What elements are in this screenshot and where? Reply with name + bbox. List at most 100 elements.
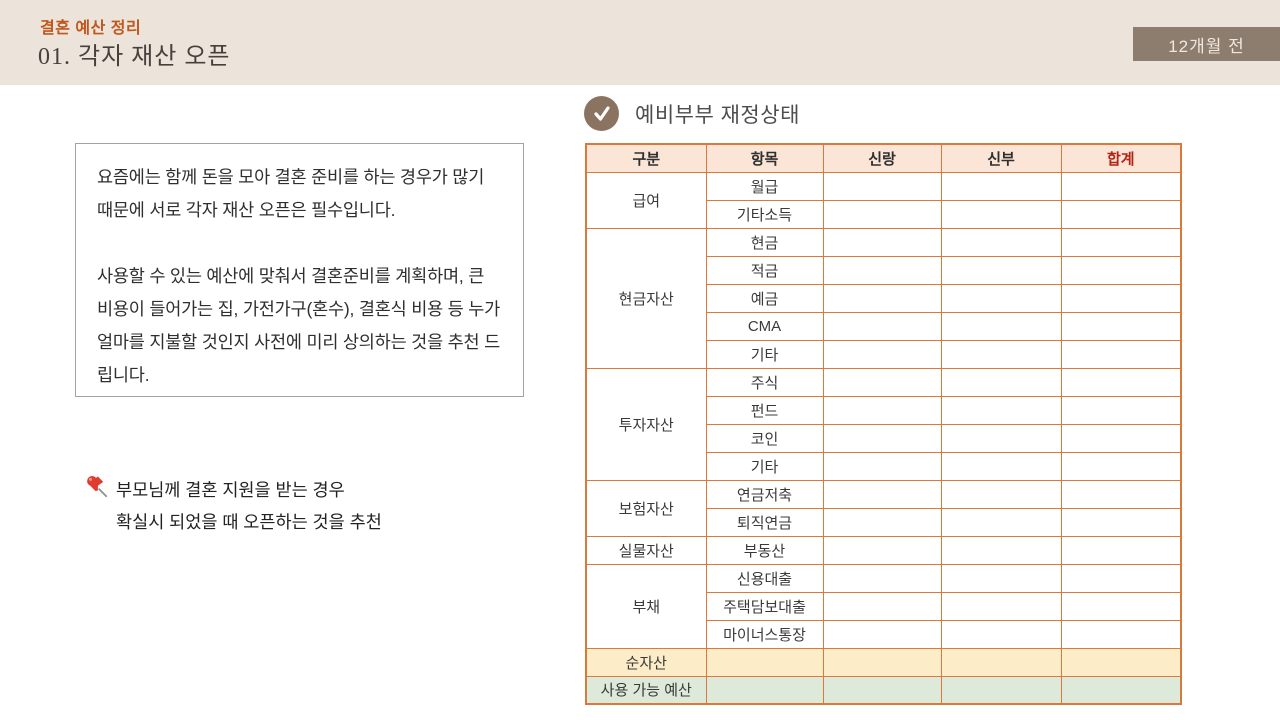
bride-value-cell: [940, 255, 1062, 285]
bride-value-cell: [940, 311, 1062, 341]
total-value-cell: [1060, 591, 1182, 621]
bride-value-cell: [940, 591, 1062, 621]
groom-value-cell: [822, 591, 942, 621]
summary-label-cell: 순자산: [585, 647, 707, 677]
table-row: 실물자산 부동산: [585, 535, 1182, 565]
table-row: 현금자산 현금: [585, 227, 1182, 369]
timeline-badge: 12개월 전: [1133, 27, 1280, 61]
item-cell: 기타소득: [705, 199, 824, 229]
total-value-cell: [1060, 647, 1182, 677]
groom-value-cell: [822, 423, 942, 453]
table-row: 부채 신용대출: [585, 563, 1182, 649]
column-header: 구분: [585, 143, 707, 173]
groom-value-cell: [822, 675, 942, 705]
top-header-strip: [0, 0, 1280, 85]
item-cell: 기타: [705, 451, 824, 481]
bride-value-cell: [940, 395, 1062, 425]
total-value-cell: [1060, 255, 1182, 285]
table-header-row: 구분 항목 신랑 신부 합계: [585, 143, 1182, 173]
total-value-cell: [1060, 367, 1182, 397]
summary-row: 사용 가능 예산: [585, 675, 1182, 705]
groom-value-cell: [822, 255, 942, 285]
bride-value-cell: [940, 675, 1062, 705]
total-value-cell: [1060, 423, 1182, 453]
bride-value-cell: [940, 423, 1062, 453]
total-value-cell: [1060, 171, 1182, 201]
groom-value-cell: [822, 451, 942, 481]
item-cell: 적금: [705, 255, 824, 285]
table-head: 구분 항목 신랑 신부 합계: [585, 143, 1182, 173]
table-row: 예금: [586, 283, 1182, 313]
group-cell: 부채: [585, 563, 707, 649]
bride-value-cell: [940, 647, 1062, 677]
table-row: 급여 월급: [585, 171, 1182, 229]
bride-value-cell: [940, 507, 1062, 537]
total-value-cell: [1060, 311, 1182, 341]
item-cell: 펀드: [705, 395, 824, 425]
bride-value-cell: [940, 451, 1062, 481]
check-icon: [584, 96, 619, 131]
column-header: 신부: [940, 143, 1062, 173]
section-title: 예비부부 재정상태: [635, 103, 800, 127]
groom-value-cell: [822, 367, 942, 397]
groom-value-cell: [822, 171, 942, 201]
bride-value-cell: [940, 535, 1062, 565]
groom-value-cell: [822, 479, 942, 509]
item-cell: 신용대출: [705, 563, 824, 593]
table-row: 마이너스통장: [586, 619, 1182, 649]
total-value-cell: [1060, 339, 1182, 369]
item-cell: CMA: [705, 311, 824, 341]
item-cell: 연금저축: [705, 479, 824, 509]
group-cell: 보험자산: [585, 479, 707, 537]
groom-value-cell: [822, 283, 942, 313]
note-line-1: 부모님께 결혼 지원을 받는 경우: [116, 480, 345, 500]
group-cell: 급여: [585, 171, 707, 229]
table-row: 펀드: [586, 395, 1182, 425]
pushpin-icon: [87, 476, 108, 498]
item-cell: 부동산: [705, 535, 824, 565]
total-value-cell: [1060, 451, 1182, 481]
column-header: 합계: [1060, 143, 1182, 173]
bride-value-cell: [940, 171, 1062, 201]
total-value-cell: [1060, 395, 1182, 425]
bride-value-cell: [940, 563, 1062, 593]
summary-label-cell: 사용 가능 예산: [585, 675, 707, 705]
table-row: 퇴직연금: [586, 507, 1182, 537]
item-cell: 마이너스통장: [705, 619, 824, 649]
column-header: 신랑: [822, 143, 942, 173]
item-cell: 예금: [705, 283, 824, 313]
table-row: 주택담보대출: [586, 591, 1182, 621]
table-row: CMA: [586, 311, 1182, 341]
groom-value-cell: [822, 395, 942, 425]
intro-paragraph-2: 사용할 수 있는 예산에 맞춰서 결혼준비를 계획하며, 큰 비용이 들어가는 …: [97, 266, 501, 385]
total-value-cell: [1060, 283, 1182, 313]
total-value-cell: [1060, 675, 1182, 705]
section-heading: 예비부부 재정상태: [584, 96, 800, 131]
page-title: 01. 각자 재산 오픈: [38, 44, 231, 70]
group-cell: 투자자산: [585, 367, 707, 481]
groom-value-cell: [822, 507, 942, 537]
financial-status-table: 구분 항목 신랑 신부 합계 급여 월급 기타소득 현금자산 현금 적금 예금 CMA 기타 투자자산 주식…: [585, 143, 1182, 705]
bride-value-cell: [940, 227, 1062, 257]
summary-item-cell: [705, 647, 824, 677]
table-row: 기타: [586, 339, 1182, 369]
group-cell: 실물자산: [585, 535, 707, 565]
bride-value-cell: [940, 339, 1062, 369]
total-value-cell: [1060, 199, 1182, 229]
total-value-cell: [1060, 619, 1182, 649]
groom-value-cell: [822, 647, 942, 677]
intro-text-box: 요즘에는 함께 돈을 모아 결혼 준비를 하는 경우가 많기 때문에 서로 각자…: [75, 143, 524, 397]
total-value-cell: [1060, 535, 1182, 565]
deck-title: 결혼 예산 정리: [40, 20, 142, 37]
groom-value-cell: [822, 339, 942, 369]
table-row: 기타소득: [586, 199, 1182, 229]
item-cell: 월급: [705, 171, 824, 201]
bride-value-cell: [940, 367, 1062, 397]
total-value-cell: [1060, 479, 1182, 509]
bride-value-cell: [940, 619, 1062, 649]
total-value-cell: [1060, 507, 1182, 537]
group-cell: 현금자산: [585, 227, 707, 369]
groom-value-cell: [822, 563, 942, 593]
table-row: 기타: [586, 451, 1182, 481]
